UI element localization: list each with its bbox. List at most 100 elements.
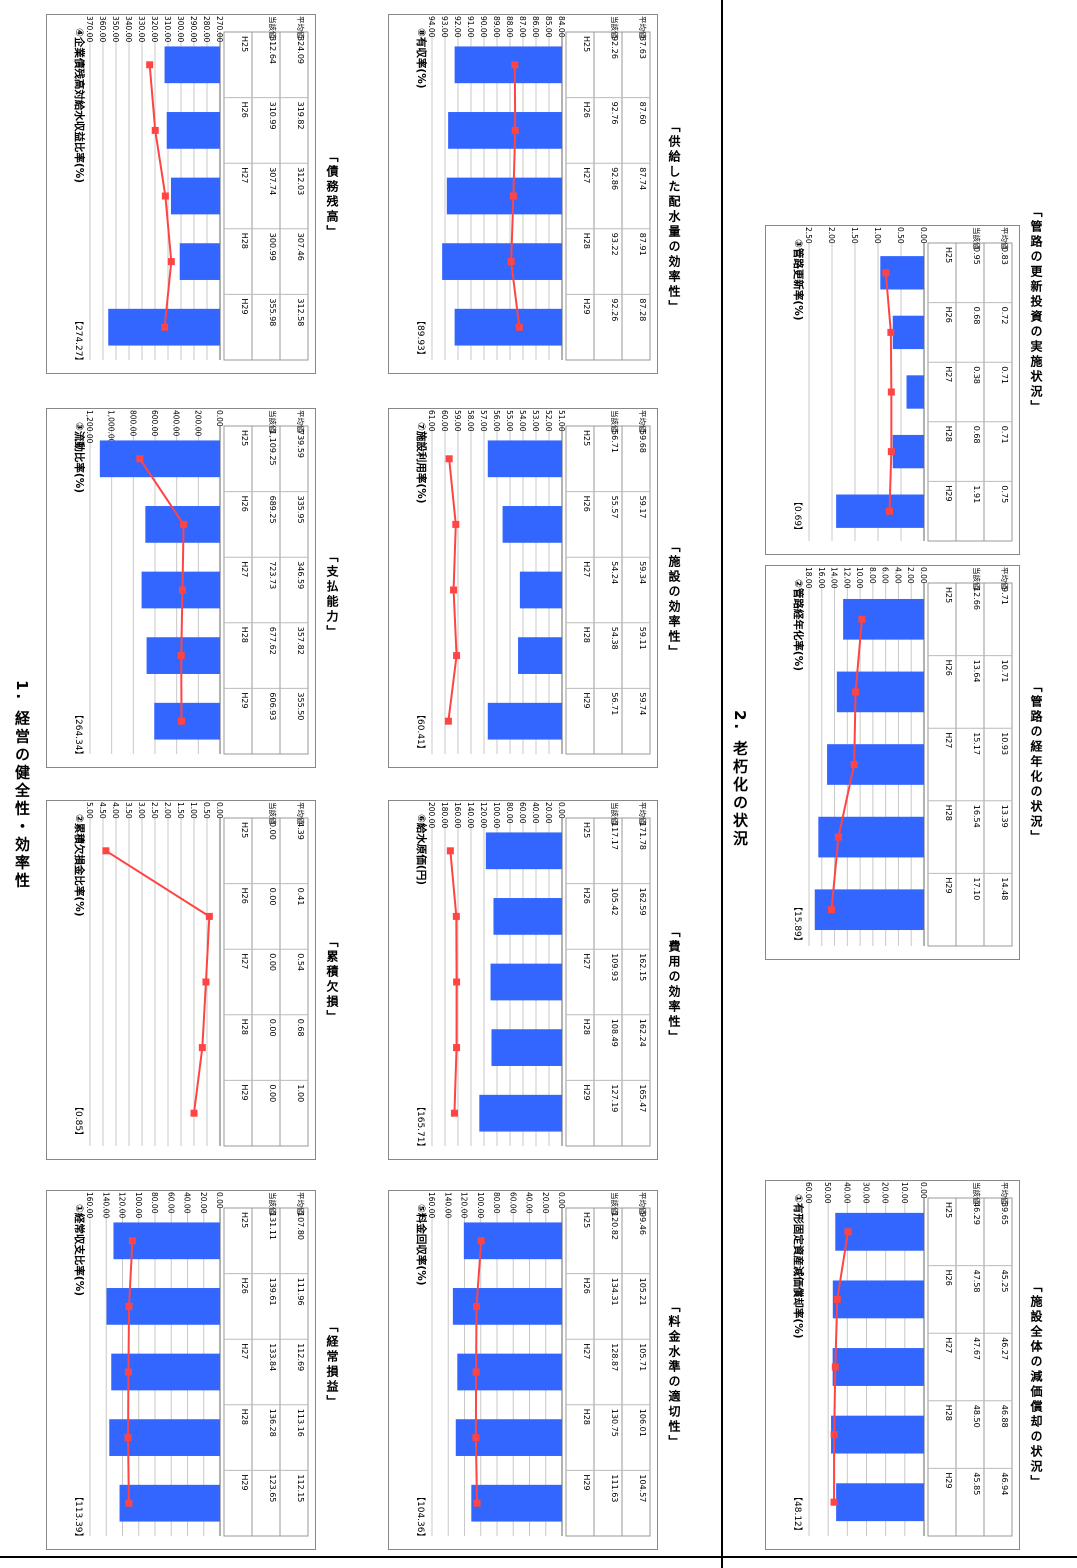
chart-reference-value-text: 【89.93】 [415,316,426,360]
y-tick-label: 160.00 [85,1192,94,1218]
data-label-average: 13.39 [1000,805,1009,828]
data-label-average: 46.27 [1000,1337,1009,1360]
x-category-label-text: H29 [582,1084,591,1100]
table-row-label-text: 平均値 [296,1192,306,1215]
table-row-label-text: 平均値 [296,802,306,825]
chart-pipe-renewal-ratio: ③管路更新率(%) 【0.69】 0.00 0.50 1.00 1.50 2.00 2.50 H… [765,225,1020,555]
data-label-current-text: 133.84 [268,1343,277,1371]
data-label-average: 10.71 [1000,660,1009,683]
data-label-average-text: 45.25 [1000,1270,1009,1293]
x-category-label-text: H28 [944,1405,953,1421]
y-tick-label: 58.00 [466,410,475,432]
y-tick-label-text: 89.00 [492,16,501,38]
x-category-label: H25 [240,36,249,52]
data-label-current-text: 606.93 [268,692,277,720]
x-category-label: H25 [944,1202,953,1218]
line-point [446,847,454,855]
data-label-average: 165.47 [638,1084,647,1112]
x-category-label-text: H26 [944,307,953,323]
x-category-label: H29 [240,1474,249,1490]
line-point [450,586,458,594]
y-tick-label-text: 20.00 [199,1192,208,1214]
data-label-current: 0.95 [972,247,981,265]
y-tick-label-text: 0.00 [557,1192,566,1209]
line-point [124,1434,132,1442]
chart-svg: ①有形固定資産減価償却率(%) 【48.12】 0.00 10.00 20.00 30.0… [765,1180,1020,1550]
line-point [887,388,895,396]
data-label-average: 87.74 [638,167,647,190]
data-label-average-text: 87.74 [638,167,647,190]
y-tick-label: 370.00 [85,16,94,42]
data-label-current-text: 128.87 [610,1343,619,1371]
y-tick-label-text: 290.00 [189,16,198,42]
data-label-current-text: 689.25 [268,496,277,524]
x-category-label: H25 [582,36,591,52]
data-label-average: 1.00 [296,1084,305,1102]
x-category-label-text: H25 [944,1202,953,1218]
data-label-current: 133.84 [268,1343,277,1371]
bar [442,243,562,280]
data-label-current-text: 92.76 [610,102,619,125]
bar [485,832,562,870]
data-label-average-text: 87.28 [638,298,647,321]
data-label-average: 0.83 [1000,247,1009,265]
bar [490,963,562,1001]
y-tick-label-text: 200.00 [193,410,202,436]
chart-bond-balance-ratio: ④企業債残高対給水収益比率(%) 【274.27】 270.00 280.00 290.… [46,14,316,374]
y-tick-label-text: 120.00 [479,802,488,828]
x-category-label-text: H27 [582,561,591,577]
y-tick-label: 0.00 [919,567,928,584]
y-tick-label-text: 18.00 [804,567,813,589]
x-category-label-text: H28 [240,1409,249,1425]
data-label-current-text: 47.67 [972,1337,981,1360]
line-point [472,1434,480,1442]
x-category-label: H28 [240,233,249,249]
bar [166,112,220,149]
x-category-label-text: H26 [240,1278,249,1294]
data-label-current: 17.10 [972,877,981,900]
x-category-label: H25 [582,1212,591,1228]
table-row-label: 当該値 [268,802,278,825]
x-category-label: H26 [240,1278,249,1294]
y-tick-label-text: 51.00 [557,410,566,432]
chart-reference-value: 【89.93】 [415,316,426,360]
y-tick-label-text: 1,000.00 [107,410,116,444]
y-tick-label-text: 120.00 [118,1192,127,1218]
data-label-average-text: 105.21 [638,1278,647,1306]
table-row-label-text: 当該値 [610,802,620,825]
data-label-average: 87.60 [638,102,647,125]
x-category-label-text: H26 [582,102,591,118]
line-point [205,912,213,920]
data-label-average: 107.80 [296,1212,305,1240]
line-point [128,1237,136,1245]
y-tick-label: 0.00 [919,1182,928,1199]
y-tick-label: 280.00 [202,16,211,42]
x-category-label: H27 [582,953,591,969]
y-tick-label-text: 600.00 [150,410,159,436]
data-label-current: 54.38 [610,627,619,650]
line-point [882,269,890,277]
data-label-current: 0.00 [268,953,277,971]
data-label-average-text: 0.72 [1000,307,1009,325]
data-label-current-text: 0.00 [268,888,277,906]
y-tick-label-text: 40.00 [183,1192,192,1214]
data-label-current: 13.64 [972,660,981,683]
bar [106,1288,220,1325]
data-label-average: 4.39 [296,822,305,840]
y-tick-label-text: 53.00 [531,410,540,432]
line-point [830,1498,838,1506]
data-label-average-text: 162.24 [638,1019,647,1047]
y-tick-label-text: 91.00 [466,16,475,38]
data-table [223,1207,309,1537]
data-label-current-text: 56.71 [610,692,619,715]
y-tick-label: 94.00 [427,16,436,38]
y-tick-label-text: 80.00 [505,802,514,824]
line-point [177,717,185,725]
chart-svg: ④企業債残高対給水収益比率(%) 【274.27】 270.00 280.00 290.… [46,14,316,374]
y-tick-label-text: 370.00 [85,16,94,42]
chart-reference-value-text: 【113.39】 [73,1492,84,1542]
x-category-label: H28 [582,1409,591,1425]
x-category-label-text: H29 [944,1472,953,1488]
y-tick-label-text: 3.50 [124,802,133,819]
caption-accumulated-deficit: 「累積欠損」 [325,935,339,1025]
